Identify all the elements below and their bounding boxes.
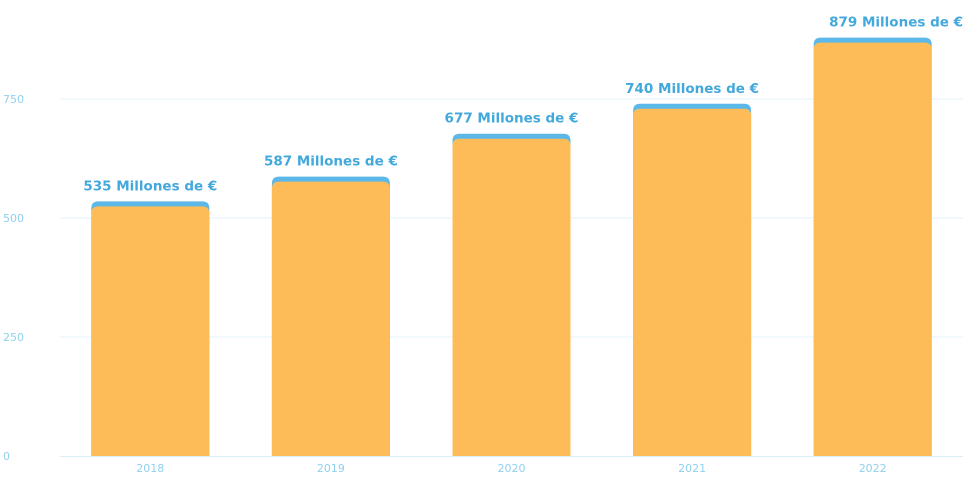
x-axis: 2018 2019 2020 2021 2022 <box>60 456 963 475</box>
bar-body-2018 <box>91 206 210 456</box>
x-tick-label-2020: 2020 <box>498 462 526 475</box>
x-tick-label-2022: 2022 <box>859 462 887 475</box>
bar-body-2020 <box>452 138 571 457</box>
data-label-2019: 587 Millones de € <box>264 154 398 170</box>
data-label-2021: 740 Millones de € <box>625 81 759 97</box>
y-tick-label-250: 250 <box>3 331 24 344</box>
data-labels: 535 Millones de € 587 Millones de € 677 Mi… <box>83 15 963 195</box>
y-tick-label-500: 500 <box>3 212 24 225</box>
y-tick-label-750: 750 <box>3 93 24 106</box>
data-label-2022: 879 Millones de € <box>829 15 963 31</box>
bar-2021 <box>633 103 752 456</box>
x-tick-label-2018: 2018 <box>136 462 164 475</box>
x-tick-label-2021: 2021 <box>678 462 706 475</box>
y-axis: 0 250 500 750 <box>3 93 24 463</box>
bar-body-2022 <box>813 42 932 456</box>
bar-body-2021 <box>633 108 752 456</box>
bar-2022 <box>813 37 932 456</box>
data-label-2020: 677 Millones de € <box>445 111 579 127</box>
x-tick-label-2019: 2019 <box>317 462 345 475</box>
y-tick-label-0: 0 <box>3 450 10 463</box>
bar-2020 <box>452 133 571 457</box>
bars <box>91 37 932 457</box>
bar-2018 <box>91 201 210 456</box>
data-label-2018: 535 Millones de € <box>83 178 217 194</box>
bar-2019 <box>271 176 390 456</box>
bar-body-2019 <box>271 181 390 456</box>
